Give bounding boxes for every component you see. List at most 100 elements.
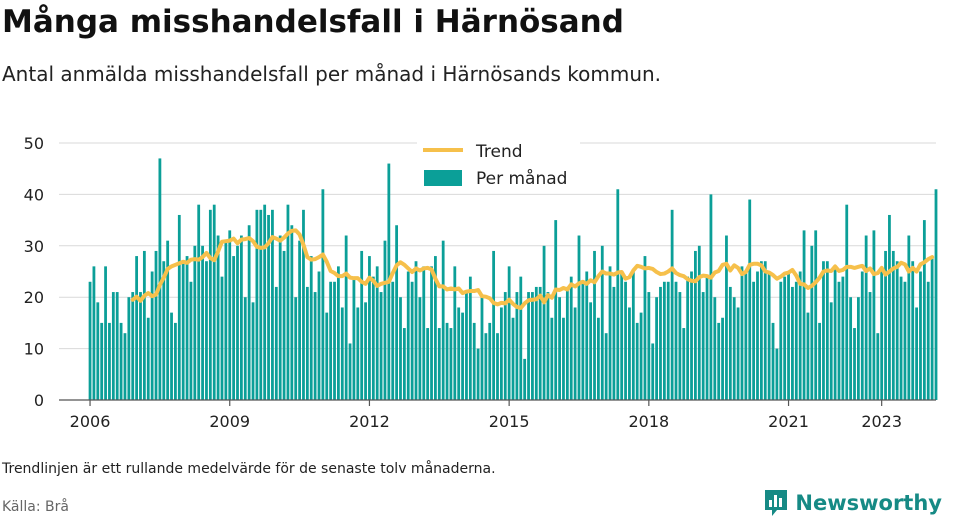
- bar: [542, 245, 546, 400]
- bar: [872, 230, 876, 400]
- bar: [309, 256, 313, 400]
- y-tick-label: 40: [24, 185, 44, 204]
- bar: [100, 322, 104, 400]
- bar: [705, 276, 709, 400]
- bar: [837, 281, 841, 400]
- bar: [224, 240, 228, 400]
- bar: [259, 209, 263, 400]
- y-axis-ticks: 0 10 20 30 40 50: [24, 134, 44, 410]
- bar: [697, 245, 701, 400]
- bar: [348, 343, 352, 400]
- bar: [802, 230, 806, 400]
- bar: [864, 235, 868, 400]
- bar: [740, 266, 744, 400]
- bar: [919, 271, 922, 400]
- bar: [631, 271, 635, 400]
- bar: [853, 328, 856, 400]
- bar: [391, 281, 395, 400]
- bar: [565, 286, 569, 400]
- bar: [891, 250, 895, 400]
- bar: [884, 250, 887, 400]
- bar: [736, 307, 740, 400]
- trend-line: [130, 228, 935, 310]
- bar: [903, 281, 907, 400]
- bar: [515, 292, 519, 400]
- bar: [608, 266, 612, 400]
- bar: [694, 250, 697, 400]
- bar: [791, 286, 794, 400]
- bar-series: [88, 158, 938, 400]
- bar: [88, 281, 92, 400]
- bar: [146, 317, 150, 400]
- legend-trend-label: Trend: [475, 142, 523, 162]
- bar: [519, 276, 523, 400]
- bar: [604, 333, 608, 400]
- bar: [286, 204, 290, 400]
- bar: [496, 333, 499, 400]
- bar: [752, 281, 756, 400]
- bar: [119, 322, 123, 400]
- bar: [833, 266, 837, 400]
- bar: [717, 322, 721, 400]
- bar: [368, 256, 371, 400]
- bar: [271, 209, 274, 400]
- bar: [546, 292, 550, 400]
- bar: [162, 261, 166, 400]
- bar: [721, 317, 724, 400]
- bar: [701, 292, 705, 400]
- bar: [430, 266, 433, 400]
- bar: [934, 189, 938, 400]
- bar: [907, 235, 911, 400]
- bar: [829, 302, 833, 400]
- bar: [472, 322, 476, 400]
- bar: [453, 266, 457, 400]
- bar: [274, 286, 278, 400]
- bar: [150, 271, 154, 400]
- bar: [779, 281, 783, 400]
- bar: [655, 297, 658, 400]
- bar: [798, 271, 802, 400]
- bar: [841, 276, 845, 400]
- bar: [177, 214, 181, 400]
- bar: [135, 256, 139, 400]
- bar: [142, 250, 146, 400]
- bar: [131, 292, 135, 400]
- bar: [585, 271, 589, 400]
- bar: [787, 271, 790, 400]
- bar: [573, 307, 577, 400]
- bar: [216, 235, 220, 400]
- x-tick-label: 2015: [489, 412, 530, 431]
- bar: [418, 297, 422, 400]
- bar: [794, 281, 798, 400]
- bar: [911, 261, 915, 400]
- bar: [197, 204, 201, 400]
- bar: [108, 322, 111, 400]
- legend-bar-label: Per månad: [476, 168, 567, 189]
- y-tick-label: 30: [24, 237, 44, 256]
- bar: [364, 302, 367, 400]
- bar: [449, 328, 453, 400]
- bar: [678, 292, 682, 400]
- x-tick-label: 2009: [209, 412, 250, 431]
- source-credit: Källa: Brå: [2, 499, 69, 515]
- bar: [581, 281, 585, 400]
- legend-bar-swatch: [424, 170, 462, 186]
- bar: [263, 204, 267, 400]
- bar: [426, 328, 430, 400]
- y-tick-label: 20: [24, 288, 44, 307]
- bar: [375, 266, 379, 400]
- bar: [538, 286, 542, 400]
- bar: [205, 261, 208, 400]
- bar: [154, 250, 158, 400]
- bar: [596, 317, 600, 400]
- bar: [600, 245, 604, 400]
- bar: [690, 271, 693, 400]
- bar: [554, 220, 558, 400]
- bar: [208, 209, 212, 400]
- bar: [771, 322, 775, 400]
- bar: [814, 230, 818, 400]
- bar: [461, 312, 464, 400]
- bar: [399, 297, 402, 400]
- bar: [371, 276, 375, 400]
- bar: [783, 276, 787, 400]
